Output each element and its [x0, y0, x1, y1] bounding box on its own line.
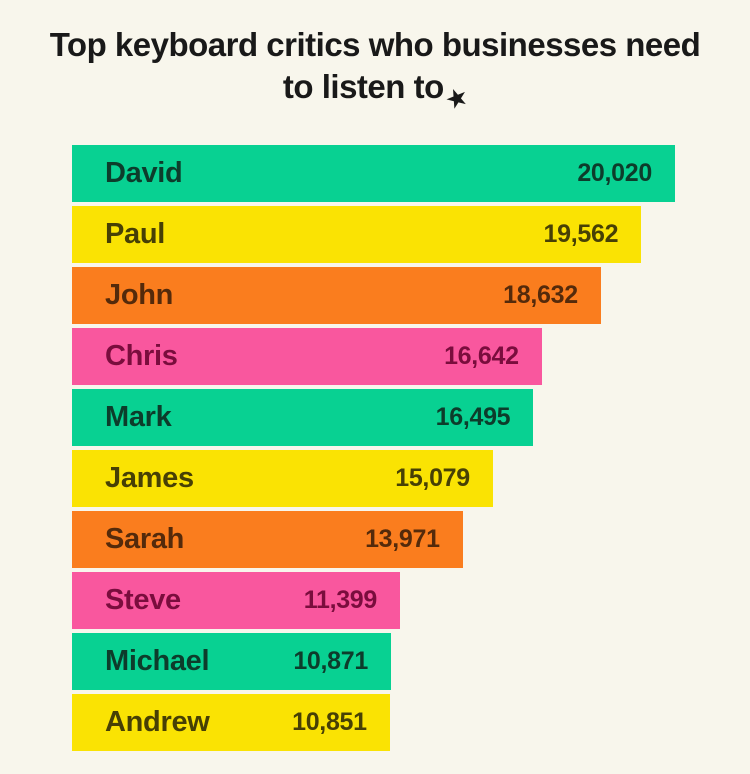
bar-category-label: James	[105, 462, 194, 494]
bar-chart: David 20,020 Paul 19,562 John 18,632 Chris 16,6…	[72, 145, 675, 755]
bar-category-label: Andrew	[105, 706, 210, 738]
chart-page: Top keyboard critics who businesses need…	[0, 24, 750, 774]
bar-value-label: 10,851	[292, 708, 367, 736]
bar: Sarah 13,971	[72, 511, 463, 568]
bar: Steve 11,399	[72, 572, 401, 629]
bar-category-label: John	[105, 279, 174, 311]
bar-row: Chris 16,642	[72, 328, 675, 385]
bar: Paul 19,562	[72, 206, 642, 263]
bar-row: John 18,632	[72, 267, 675, 324]
bar-row: James 15,079	[72, 450, 675, 507]
bar-value-label: 20,020	[577, 159, 652, 187]
bar: James 15,079	[72, 450, 493, 507]
bar-value-label: 11,399	[303, 586, 378, 614]
bar-row: Paul 19,562	[72, 206, 675, 263]
bar-row: Michael 10,871	[72, 633, 675, 690]
bar-row: Mark 16,495	[72, 389, 675, 446]
bar-category-label: Chris	[105, 340, 178, 372]
bar-category-label: Sarah	[105, 523, 185, 555]
bar-row: Andrew 10,851	[72, 694, 675, 751]
bar-value-label: 18,632	[503, 281, 578, 309]
bar: Mark 16,495	[72, 389, 534, 446]
bar-category-label: Steve	[105, 584, 181, 616]
bar-value-label: 19,562	[543, 220, 619, 248]
bar-category-label: Mark	[105, 401, 172, 433]
bar-category-label: Paul	[105, 218, 166, 250]
bar-row: Steve 11,399	[72, 572, 675, 629]
sparkle-star-icon: ★	[439, 79, 473, 117]
chart-title: Top keyboard critics who businesses need…	[49, 26, 701, 106]
bar: Chris 16,642	[72, 328, 542, 385]
bar: David 20,020	[72, 145, 675, 202]
title-wrap: Top keyboard critics who businesses need…	[35, 24, 715, 117]
bar-category-label: David	[105, 157, 183, 189]
bar-value-label: 13,971	[365, 525, 440, 553]
bar-category-label: Michael	[105, 645, 210, 677]
bar-value-label: 16,495	[435, 403, 511, 431]
bar-row: David 20,020	[72, 145, 675, 202]
bar: John 18,632	[72, 267, 601, 324]
bar-row: Sarah 13,971	[72, 511, 675, 568]
bar-value-label: 10,871	[293, 647, 368, 675]
bar: Andrew 10,851	[72, 694, 390, 751]
bar-value-label: 16,642	[444, 342, 519, 370]
bar: Michael 10,871	[72, 633, 391, 690]
bar-value-label: 15,079	[395, 464, 470, 492]
